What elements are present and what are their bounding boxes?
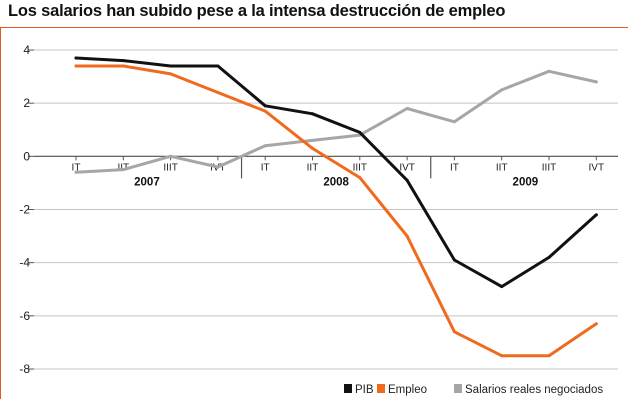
legend-swatch — [344, 384, 352, 393]
legend-label: Salarios reales negociados — [465, 384, 603, 396]
ytick-label: -2 — [19, 203, 30, 217]
data-point — [452, 330, 456, 334]
data-point — [169, 72, 173, 76]
data-point — [452, 258, 456, 262]
ytick-label: -6 — [19, 309, 30, 323]
series-line-salarios-reales-negociados — [74, 69, 598, 174]
data-point — [121, 59, 125, 63]
data-point — [169, 154, 173, 158]
year-label: 2009 — [513, 176, 539, 188]
chart-frame — [0, 27, 628, 399]
quarter-label: IIT — [307, 162, 319, 173]
data-point — [121, 64, 125, 68]
quarter-label: IIIT — [163, 162, 177, 173]
quarter-label: IT — [261, 162, 270, 173]
data-point — [216, 165, 220, 169]
data-point — [311, 112, 314, 116]
quarter-label: IIIT — [542, 162, 556, 173]
data-point — [263, 109, 267, 113]
data-point — [500, 285, 504, 289]
data-point — [405, 106, 409, 110]
quarter-label: IIT — [117, 162, 129, 173]
data-point — [169, 64, 173, 68]
data-point — [547, 255, 551, 259]
data-point — [358, 130, 362, 134]
year-label: 2008 — [323, 176, 349, 188]
data-point — [121, 168, 125, 172]
data-point — [74, 56, 78, 60]
data-point — [500, 354, 504, 358]
year-label: 2007 — [134, 176, 160, 188]
data-point — [358, 176, 362, 180]
data-point — [547, 354, 551, 358]
quarter-label: IIIT — [353, 162, 367, 173]
data-point — [594, 322, 598, 326]
data-point — [594, 213, 598, 217]
series-line-empleo — [74, 64, 598, 358]
legend-label: Empleo — [388, 384, 427, 396]
legend-label: PIB — [355, 384, 374, 396]
data-point — [263, 104, 267, 108]
data-point — [74, 170, 78, 174]
quarter-label: IT — [450, 162, 459, 173]
chart-title: Los salarios han subido pese a la intens… — [8, 2, 506, 20]
data-point — [500, 88, 504, 92]
data-point — [216, 64, 220, 68]
ytick-label: -8 — [19, 362, 30, 376]
data-point — [311, 138, 314, 142]
data-point — [216, 91, 220, 95]
ytick-label: -4 — [19, 256, 30, 270]
data-point — [594, 80, 598, 84]
quarter-label: IVT — [589, 162, 605, 173]
data-point — [452, 120, 456, 124]
data-point — [405, 178, 409, 182]
quarter-label: IT — [72, 162, 81, 173]
ytick-label: 2 — [23, 96, 30, 110]
data-point — [405, 234, 409, 238]
data-point — [263, 144, 267, 148]
data-point — [547, 69, 551, 73]
quarter-label: IVT — [399, 162, 415, 173]
series-line-pib — [74, 56, 598, 289]
ytick-label: 0 — [23, 149, 30, 163]
ytick-label: 4 — [23, 43, 30, 57]
quarter-label: IIT — [496, 162, 508, 173]
data-point — [74, 64, 78, 68]
legend-swatch — [454, 384, 462, 393]
legend-swatch — [377, 384, 385, 393]
data-point — [311, 146, 314, 150]
